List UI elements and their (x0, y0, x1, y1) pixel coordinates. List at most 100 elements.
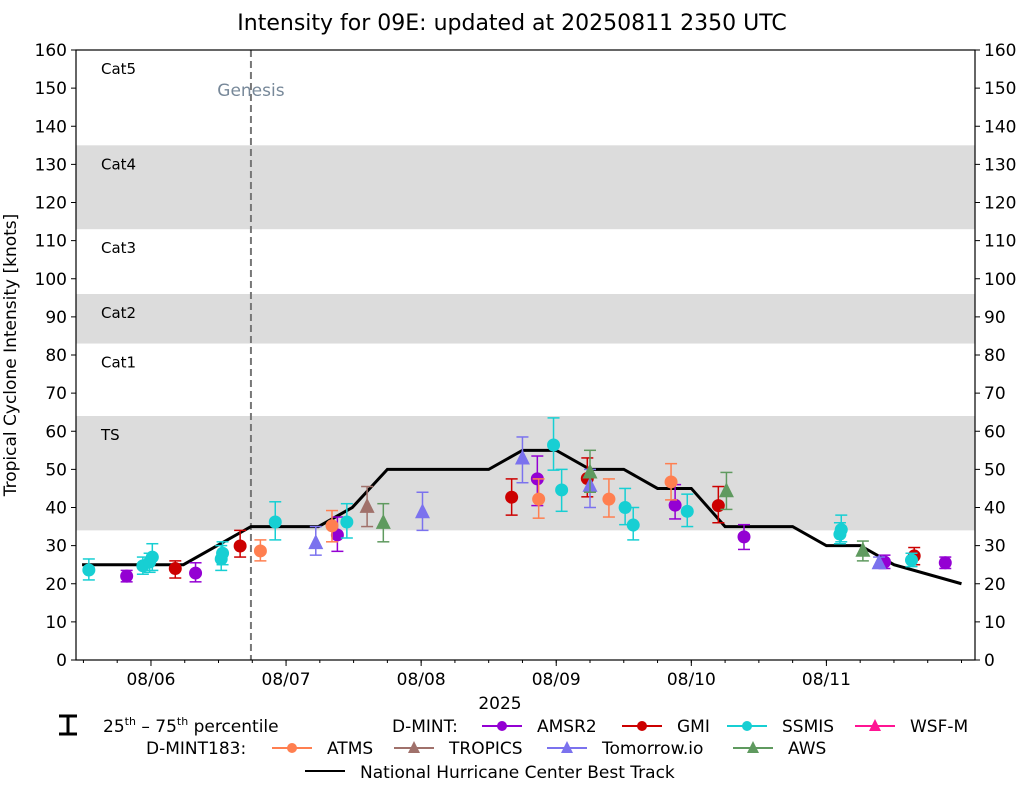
marker-tomorrow-io (414, 503, 430, 519)
y-tick-label-right: 20 (984, 575, 1006, 595)
legend-item-atms: ATMS (272, 739, 373, 759)
data-point-ssmis (626, 506, 640, 541)
data-point-atms (532, 478, 546, 519)
y-tick-label-right: 80 (984, 346, 1006, 366)
marker-ssmis (145, 550, 159, 564)
category-label-cat3: Cat3 (101, 239, 136, 257)
percentile-label: 25th – 75th percentile (103, 715, 279, 737)
y-tick-label-right: 150 (984, 79, 1016, 99)
marker-gmi (505, 490, 519, 504)
category-label-cat5: Cat5 (101, 60, 136, 78)
y-tick-label-right: 160 (984, 41, 1016, 61)
y-tick-label-right: 130 (984, 155, 1016, 175)
chart-title: Intensity for 09E: updated at 20250811 2… (237, 11, 786, 36)
data-point-amsr2 (938, 556, 952, 570)
y-tick-label-left: 60 (45, 422, 67, 442)
marker-atms (253, 544, 267, 558)
data-point-gmi (233, 529, 247, 558)
y-tick-label-left: 120 (35, 194, 67, 214)
marker-gmi (168, 562, 182, 575)
y-tick-label-left: 110 (35, 232, 67, 252)
y-tick-label-left: 90 (45, 308, 67, 328)
legend-marker-gmi (637, 721, 647, 731)
y-tick-label-right: 70 (984, 384, 1006, 404)
y-tick-label-left: 40 (45, 499, 67, 519)
data-point-ssmis (834, 514, 848, 543)
band-cat2 (76, 294, 975, 344)
y-tick-label-left: 0 (56, 651, 67, 671)
legend-group-dmint: D-MINT: (392, 717, 458, 737)
legend-marker-amsr2 (497, 721, 507, 731)
y-tick-label-left: 50 (45, 460, 67, 480)
category-label-ts: TS (100, 426, 120, 444)
y-tick-label-left: 150 (35, 79, 67, 99)
percentile-label-part: th (177, 715, 188, 728)
y-tick-label-left: 80 (45, 346, 67, 366)
data-point-atms (325, 509, 339, 543)
legend: 25th – 75th percentile D-MINT:D-MINT183:A… (59, 714, 968, 783)
legend-item-ssmis: SSMIS (727, 717, 834, 737)
y-tick-label-right: 60 (984, 422, 1006, 442)
marker-ssmis (834, 523, 848, 537)
marker-aws (582, 463, 598, 479)
y-tick-label-right: 30 (984, 537, 1006, 557)
data-point-tropics (359, 485, 375, 528)
marker-aws (718, 482, 734, 498)
y-axis-label: Tropical Cyclone Intensity [knots] (1, 214, 21, 498)
marker-aws (375, 513, 391, 529)
category-label-cat2: Cat2 (101, 304, 136, 322)
data-point-ssmis (618, 487, 632, 526)
legend-group-dmint183: D-MINT183: (146, 739, 246, 759)
marker-tomorrow-io (871, 554, 887, 570)
legend-label-atms: ATMS (327, 739, 373, 759)
legend-marker-aws (747, 741, 759, 753)
legend-marker-atms (287, 743, 297, 753)
legend-label-ssmis: SSMIS (782, 717, 834, 737)
data-point-gmi (168, 560, 182, 579)
legend-item-amsr2: AMSR2 (482, 717, 597, 737)
y-tick-label-right: 10 (984, 613, 1006, 633)
y-tick-label-left: 30 (45, 537, 67, 557)
y-tick-label-right: 40 (984, 499, 1006, 519)
data-point-ssmis (555, 468, 569, 513)
data-point-aws (582, 449, 598, 493)
data-point-aws (855, 540, 871, 562)
data-point-ssmis (680, 493, 694, 528)
legend-label-gmi: GMI (677, 717, 710, 737)
legend-item-gmi: GMI (622, 717, 710, 737)
data-point-atms (602, 478, 616, 518)
data-point-aws (375, 502, 391, 543)
data-point-aws (718, 471, 734, 511)
marker-tomorrow-io (514, 449, 530, 465)
band-ts (76, 416, 975, 531)
marker-ssmis (82, 563, 96, 577)
data-point-ssmis (216, 541, 230, 566)
marker-ssmis (547, 438, 561, 452)
y-tick-label-left: 140 (35, 117, 67, 137)
marker-tropics (359, 497, 375, 513)
category-bands (76, 145, 975, 531)
genesis-label: Genesis (217, 81, 284, 101)
x-tick-label: 08/07 (262, 670, 311, 690)
marker-amsr2 (189, 566, 203, 580)
y-tick-label-right: 120 (984, 194, 1016, 214)
percentile-label-part: 25 (103, 717, 125, 737)
y-tick-label-left: 70 (45, 384, 67, 404)
data-point-tomorrow-io (871, 554, 887, 570)
y-tick-label-left: 160 (35, 41, 67, 61)
data-point-atms (664, 462, 678, 501)
y-axis-ticks: 0 0 10 10 20 20 30 30 40 40 50 50 60 60 70 70 80 80 90 90 10… (35, 41, 1017, 671)
category-label-cat4: Cat4 (101, 155, 136, 173)
y-tick-label-left: 10 (45, 613, 67, 633)
legend-marker-tomorrow-io (561, 741, 573, 753)
marker-amsr2 (120, 569, 134, 583)
legend-label-tomorrow-io: Tomorrow.io (601, 739, 703, 759)
category-labels: TS Cat1 Cat2 Cat3 Cat4 Cat5 (100, 60, 136, 444)
x-tick-label: 08/11 (802, 670, 851, 690)
y-tick-label-right: 140 (984, 117, 1016, 137)
marker-ssmis (618, 501, 632, 514)
marker-tomorrow-io (308, 534, 324, 550)
marker-atms (325, 519, 339, 533)
data-point-tomorrow-io (414, 491, 430, 532)
percentile-label-part: – (136, 717, 155, 737)
